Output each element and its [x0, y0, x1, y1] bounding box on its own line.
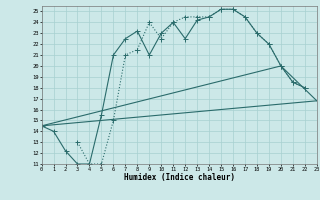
- X-axis label: Humidex (Indice chaleur): Humidex (Indice chaleur): [124, 173, 235, 182]
